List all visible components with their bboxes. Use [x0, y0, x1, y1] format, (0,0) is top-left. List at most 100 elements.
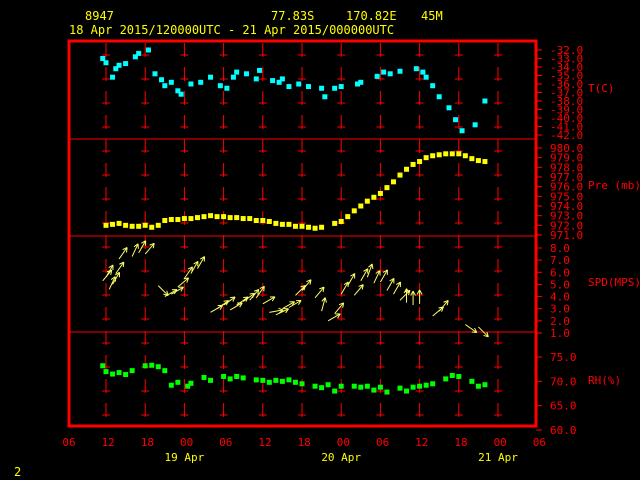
y-tick-label: 5.0: [550, 278, 570, 291]
wind-arrow: [340, 281, 349, 295]
wind-arrow: [301, 279, 312, 291]
temperature-point: [110, 74, 116, 80]
humidity-point: [155, 364, 161, 370]
wind-arrow: [465, 324, 478, 334]
temperature-point: [113, 66, 119, 72]
pressure-point: [449, 151, 455, 157]
humidity-point: [234, 373, 240, 379]
temperature-point: [175, 88, 181, 94]
temperature-point: [198, 79, 204, 85]
wind-arrow: [115, 261, 125, 274]
temperature-point: [152, 71, 158, 77]
pressure-point: [240, 216, 246, 222]
y-tick-label: 7.0: [550, 254, 570, 267]
wind-arrow: [236, 296, 249, 306]
pressure-point: [364, 198, 370, 204]
header-station: 8947: [85, 9, 114, 23]
humidity-point: [482, 382, 488, 388]
humidity-point: [475, 383, 481, 389]
wind-arrow: [386, 277, 395, 291]
y-tick-label: 8.0: [550, 242, 570, 255]
wind-arrow: [229, 302, 243, 311]
pressure-point: [338, 218, 344, 224]
humidity-point: [371, 387, 377, 393]
temperature-point: [453, 117, 459, 123]
y-tick-label: -32.0: [550, 44, 583, 57]
pressure-point: [194, 215, 200, 221]
temperature-point: [208, 74, 214, 80]
pressure-point: [279, 221, 285, 227]
temperature-point: [162, 83, 168, 89]
humidity-point: [404, 388, 410, 394]
pressure-point: [136, 223, 142, 229]
humidity-point: [103, 369, 109, 375]
wind-arrow: [171, 286, 184, 295]
y-tick-label: -33.0: [550, 53, 583, 66]
pressure-point: [306, 224, 312, 230]
humidity-point: [410, 384, 416, 390]
header-range: 18 Apr 2015/120000UTC - 21 Apr 2015/0000…: [69, 23, 395, 37]
pressure-point: [273, 220, 279, 226]
humidity-point: [201, 374, 207, 380]
humidity-point: [260, 377, 266, 383]
y-tick-label: -40.0: [550, 112, 583, 125]
wind-arrow: [197, 256, 205, 269]
humidity-point: [129, 368, 135, 374]
pressure-point: [142, 222, 148, 228]
pressure-point: [312, 225, 318, 231]
temperature-point: [322, 94, 328, 100]
humidity-point: [100, 363, 106, 369]
pressure-point: [266, 218, 272, 224]
y-tick-label: -36.0: [550, 78, 583, 91]
y-tick-label: 75.0: [550, 351, 577, 364]
pressure-point: [103, 222, 109, 228]
pressure-point: [417, 159, 423, 165]
wind-arrow: [327, 313, 341, 322]
pressure-point: [443, 151, 449, 157]
y-tick-label: 978.0: [550, 161, 583, 174]
temperature-point: [145, 47, 151, 53]
humidity-point: [286, 377, 292, 383]
y-tick-label: 4.0: [550, 291, 570, 304]
humidity-point: [273, 377, 279, 383]
y-tick-label: -41.0: [550, 121, 583, 134]
humidity-point: [240, 375, 246, 381]
temperature-point: [234, 69, 240, 75]
pressure-point: [358, 203, 364, 209]
x-tick-label: 12: [258, 436, 271, 449]
temperature-point: [355, 81, 361, 87]
pressure-point: [469, 156, 475, 162]
humidity-point: [443, 376, 449, 382]
wind-arrow: [438, 299, 449, 312]
pressure-point: [384, 185, 390, 191]
humidity-point: [162, 368, 168, 374]
header-lon: 170.82E: [346, 9, 397, 23]
humidity-point: [358, 384, 364, 390]
wind-arrow: [360, 268, 369, 282]
pressure-point: [116, 220, 122, 226]
temperature-point: [257, 67, 263, 73]
wind-arrow: [366, 263, 374, 278]
pressure-point: [129, 223, 135, 229]
temperature-point: [132, 54, 138, 60]
temperature-point: [230, 74, 236, 80]
temperature-point: [423, 74, 429, 80]
humidity-point: [221, 373, 227, 379]
pressure-point: [234, 215, 240, 221]
temperature-point: [332, 85, 338, 91]
temperature-point: [224, 85, 230, 91]
pressure-point: [208, 213, 214, 219]
temperature-point: [178, 91, 184, 97]
wind-arrow: [131, 243, 139, 257]
humidity-point: [397, 385, 403, 391]
header-elev: 45M: [421, 9, 443, 23]
humidity-point: [116, 370, 122, 376]
wind-arrow: [112, 271, 121, 285]
x-date-label: 21 Apr: [478, 451, 518, 464]
pressure-point: [456, 151, 462, 157]
humidity-point: [123, 372, 129, 378]
pressure-point: [175, 217, 181, 223]
humidity-point: [312, 383, 318, 389]
humidity-point: [292, 379, 298, 385]
